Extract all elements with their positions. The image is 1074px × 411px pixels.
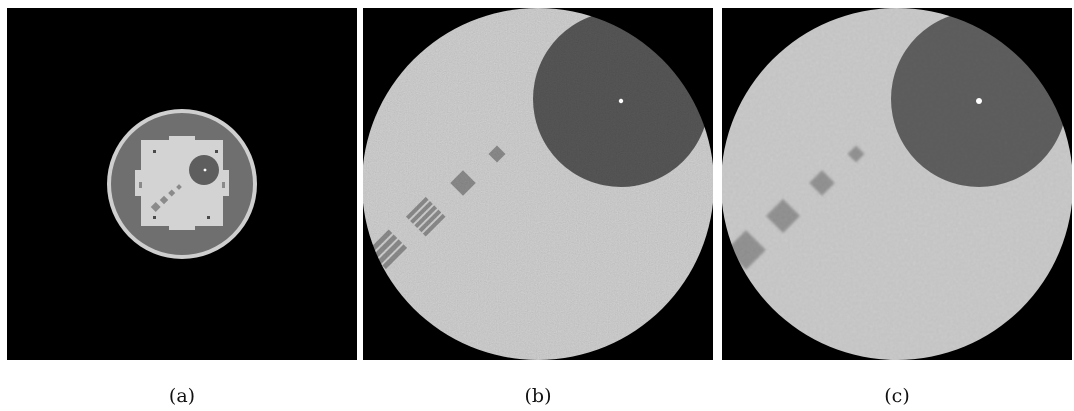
phantom-bar-groups xyxy=(150,184,182,212)
phantom-insert-block xyxy=(135,136,229,230)
denoised-zoom-svg xyxy=(722,8,1072,360)
caption-c: (c) xyxy=(884,385,910,407)
phantom-side-notches xyxy=(139,182,225,188)
panel-c-hot-spot xyxy=(976,98,982,104)
caption-b: (b) xyxy=(524,385,552,407)
phantom-overview-svg xyxy=(7,8,357,360)
panel-c-denoised-image xyxy=(722,8,1072,360)
panel-a-phantom-image xyxy=(7,8,357,360)
panel-c-smooth-field xyxy=(722,8,1072,360)
phantom-corner-markers xyxy=(153,150,218,219)
noisy-zoom-svg xyxy=(363,8,713,360)
panel-b-noisy-field xyxy=(363,8,713,360)
phantom-hot-spot xyxy=(203,168,207,172)
panel-b-hot-spot xyxy=(618,98,624,104)
panel-b-noisy-image xyxy=(363,8,713,360)
caption-a: (a) xyxy=(168,385,196,407)
